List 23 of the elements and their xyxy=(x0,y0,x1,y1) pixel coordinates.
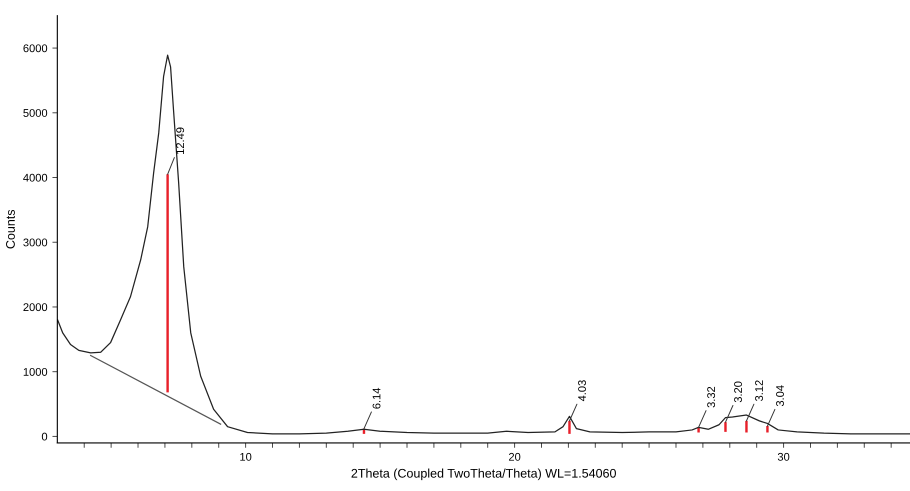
y-tick-label: 5000 xyxy=(23,109,48,117)
y-tick-label: 0 xyxy=(42,432,48,441)
x-axis-title: 2Theta (Coupled TwoTheta/Theta) WL=1.54060 xyxy=(352,468,616,480)
y-tick-label: 1000 xyxy=(24,368,48,376)
bar xyxy=(166,174,169,392)
x-tick-label: 30 xyxy=(778,452,790,461)
annotation: 3.20 xyxy=(734,382,742,402)
y-tick-label: 6000 xyxy=(23,44,48,52)
y-axis-title: Counts xyxy=(6,210,15,248)
bar xyxy=(766,426,769,433)
y-tick-label: 3000 xyxy=(23,238,48,246)
annotation: 4.03 xyxy=(578,380,586,402)
annotation: 3.12 xyxy=(755,380,763,402)
bar xyxy=(745,420,748,433)
x-tick-label: 20 xyxy=(508,452,520,461)
annotation: 12.49 xyxy=(176,128,184,154)
y-tick-label: 2000 xyxy=(23,303,48,312)
annotation: 3.04 xyxy=(776,385,784,406)
x-tick-label: 10 xyxy=(240,452,252,461)
y-tick-label: 4000 xyxy=(23,174,48,182)
annotation: 6.14 xyxy=(372,388,380,409)
annotation: 3.32 xyxy=(707,386,716,408)
line-series xyxy=(57,54,910,434)
